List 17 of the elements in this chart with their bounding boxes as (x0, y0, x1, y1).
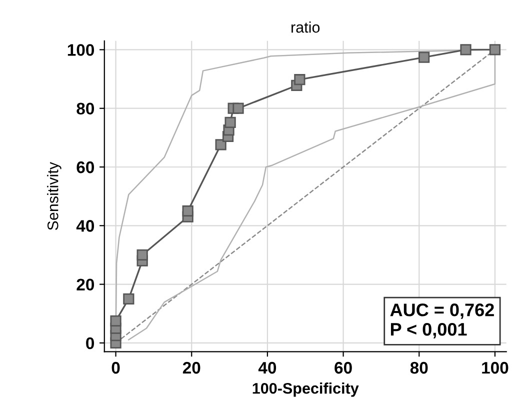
x-tick-label: 60 (334, 362, 352, 374)
x-tick-label: 100 (482, 362, 508, 374)
y-tick-label: 40 (76, 220, 94, 232)
x-axis-title: 100-Specificity (252, 382, 359, 397)
y-tick-label: 20 (76, 278, 94, 290)
y-tick-label: 80 (76, 102, 94, 115)
y-tick-label: 100 (68, 44, 94, 56)
y-tick-label: 60 (76, 161, 94, 174)
x-tick-label: 80 (410, 362, 428, 374)
x-tick-label: 0 (112, 362, 120, 374)
x-tick-label: 40 (258, 362, 276, 374)
annotation: AUC = 0,762 (390, 304, 494, 319)
y-tick-label: 0 (86, 337, 94, 350)
x-tick-label: 20 (182, 362, 200, 374)
chart-title: ratio (292, 21, 320, 33)
annotation: P < 0,001 (390, 322, 467, 338)
y-axis-title: Sensitivity (47, 162, 62, 230)
